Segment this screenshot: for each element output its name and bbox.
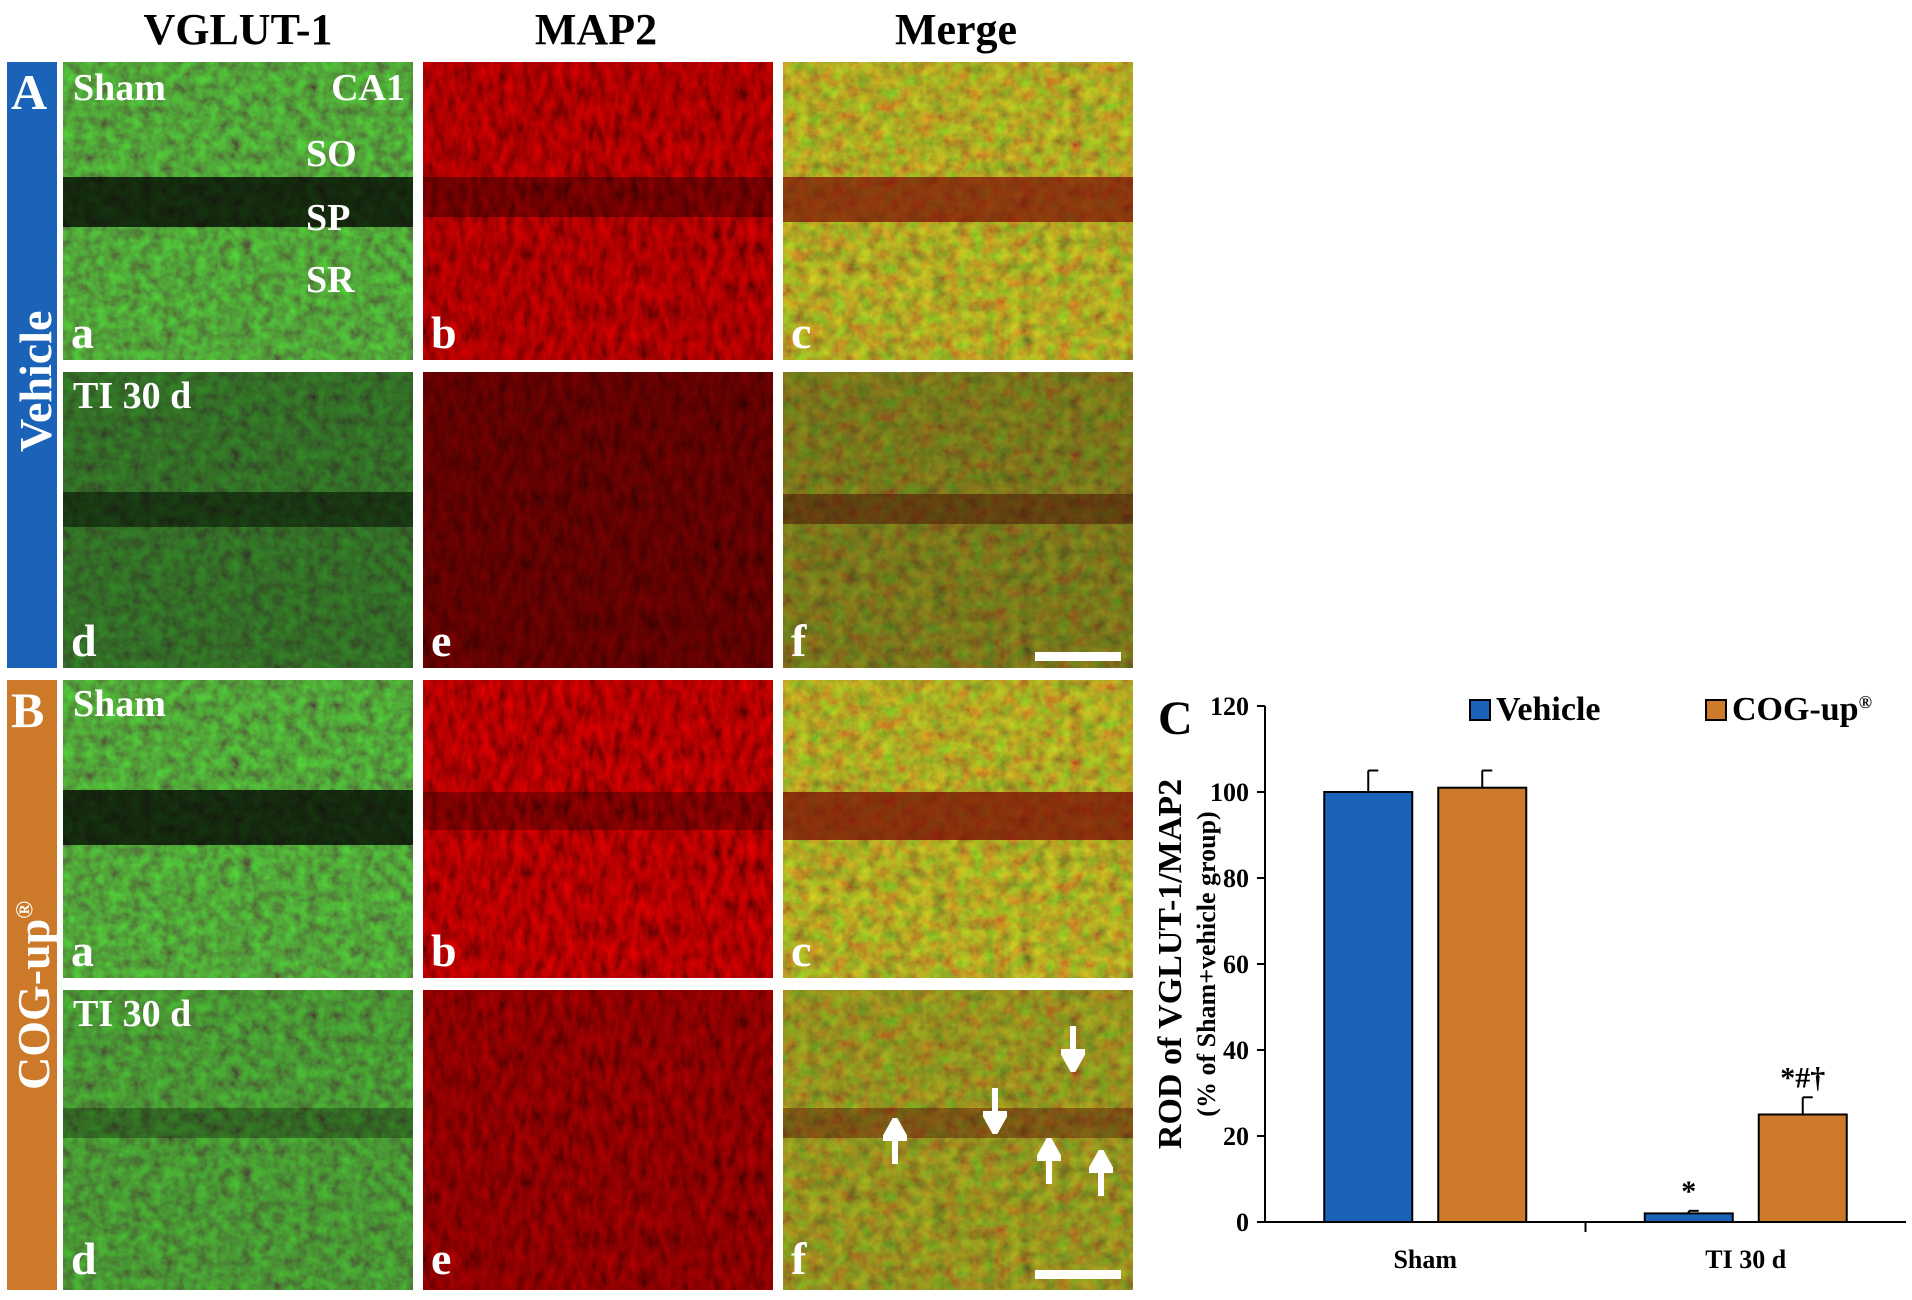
legend-swatch — [1469, 699, 1491, 721]
group-b-letter: B — [11, 682, 45, 738]
bar — [1757, 1113, 1848, 1223]
scale-bar — [1035, 1270, 1121, 1279]
group-a-label: Vehicle — [10, 310, 61, 452]
group-b-sidebar: B COG-up® — [7, 680, 59, 1290]
bar — [1437, 786, 1528, 1223]
panel-cogup-sham-merge: c — [783, 680, 1133, 978]
panel-vehicle-sham-merge: c — [783, 62, 1133, 360]
panel-letter-c: c — [791, 925, 812, 976]
panel-letter-b: b — [431, 925, 457, 976]
panel-letter-e: e — [431, 615, 452, 666]
significance-label: * — [1681, 1175, 1696, 1208]
panel-vehicle-sham-vglut1: Sham CA1 SO SP SR a — [63, 62, 413, 360]
panel-vehicle-ti-map2: e — [423, 372, 773, 668]
panel-vehicle-sham-map2: b — [423, 62, 773, 360]
bar — [1323, 791, 1414, 1223]
panel-vehicle-ti-vglut1: TI 30 d d — [63, 372, 413, 668]
panel-cogup-sham-vglut1: Sham a — [63, 680, 413, 978]
y-axis-label: ROD of VGLUT-1/MAP2 — [1152, 779, 1189, 1149]
panel-cogup-ti-map2: e — [423, 990, 773, 1290]
y-tick-label: 80 — [1223, 864, 1249, 893]
y-tick-label: 120 — [1210, 692, 1249, 721]
arrow-icon — [983, 1088, 1007, 1134]
column-header-vglut1: VGLUT-1 — [143, 5, 333, 54]
arrow-icon — [883, 1118, 907, 1164]
x-tick-label: TI 30 d — [1705, 1245, 1786, 1274]
bar — [1643, 1212, 1734, 1224]
label-sp: SP — [306, 197, 351, 239]
label-ti-30d: TI 30 d — [73, 375, 192, 417]
panel-letter-c: C — [1158, 692, 1193, 745]
group-a-letter: A — [11, 64, 48, 120]
panel-cogup-ti-merge: f — [783, 990, 1133, 1290]
label-sr: SR — [306, 259, 355, 301]
legend-swatch — [1705, 699, 1727, 721]
y-axis-sublabel: (% of Sham+vehicle group) — [1192, 811, 1221, 1116]
panel-letter-f: f — [791, 1233, 807, 1284]
x-tick-label: Sham — [1393, 1245, 1457, 1274]
panel-letter-b: b — [431, 307, 457, 358]
panel-letter-a: a — [71, 307, 94, 358]
panel-letter-a: a — [71, 925, 94, 976]
panel-cogup-ti-vglut1: TI 30 d d — [63, 990, 413, 1290]
panel-letter-d: d — [71, 615, 97, 666]
column-header-map2: MAP2 — [534, 5, 658, 54]
group-a-sidebar: A Vehicle — [7, 62, 61, 668]
bar-chart: C 0 20 40 60 80 100 120 Sham * *#† TI 30 d Vehicle CO… — [1152, 691, 1906, 1274]
label-so: SO — [306, 133, 357, 175]
arrow-icon — [1089, 1150, 1113, 1196]
scale-bar — [1035, 652, 1121, 661]
significance-label: *#† — [1780, 1061, 1825, 1094]
y-tick-label: 100 — [1210, 778, 1249, 807]
label-sham: Sham — [73, 67, 166, 109]
label-sham: Sham — [73, 683, 166, 725]
label-ca1: CA1 — [331, 67, 405, 109]
panel-cogup-sham-map2: b — [423, 680, 773, 978]
panel-letter-f: f — [791, 615, 807, 666]
panel-letter-e: e — [431, 1233, 452, 1284]
panel-letter-c: c — [791, 307, 812, 358]
y-tick-label: 0 — [1236, 1208, 1249, 1237]
arrow-icon — [1037, 1138, 1061, 1184]
arrow-icon — [1061, 1026, 1085, 1072]
legend-label: Vehicle — [1496, 691, 1601, 728]
panel-vehicle-ti-merge: f — [783, 372, 1133, 668]
label-ti-30d: TI 30 d — [73, 993, 192, 1035]
y-tick-label: 40 — [1223, 1036, 1249, 1065]
y-tick-label: 20 — [1223, 1122, 1249, 1151]
legend-label: COG-up® — [1732, 691, 1872, 728]
y-tick-label: 60 — [1223, 950, 1249, 979]
column-header-merge: Merge — [894, 5, 1018, 54]
group-b-label: COG-up® — [8, 900, 59, 1090]
panel-letter-d: d — [71, 1233, 97, 1284]
